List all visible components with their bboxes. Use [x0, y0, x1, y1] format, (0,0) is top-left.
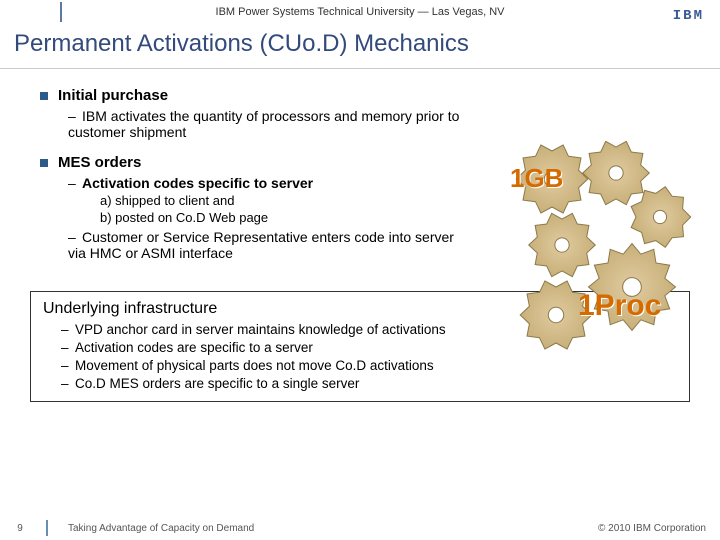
square-bullet-icon	[40, 159, 48, 167]
bullet-title: Initial purchase	[58, 87, 168, 104]
footer-title: Taking Advantage of Capacity on Demand	[68, 523, 598, 534]
underlying-item: –Activation codes are specific to a serv…	[43, 340, 677, 355]
sub-item: –Activation codes specific to server	[40, 175, 460, 191]
bullet-title: MES orders	[58, 154, 141, 171]
underlying-title: Underlying infrastructure	[43, 300, 677, 318]
slide-title: Permanent Activations (CUo.D) Mechanics	[0, 24, 720, 69]
underlying-box: Underlying infrastructure –VPD anchor ca…	[30, 291, 690, 402]
footer-accent-bar	[46, 520, 48, 536]
underlying-item: –VPD anchor card in server maintains kno…	[43, 322, 677, 337]
header-text: IBM Power Systems Technical University —…	[216, 6, 505, 18]
square-bullet-icon	[40, 92, 48, 100]
sub-item: –IBM activates the quantity of processor…	[40, 108, 460, 140]
page-number: 9	[0, 523, 40, 534]
alpha-item: b) posted on Co.D Web page	[40, 210, 700, 225]
slide-footer: 9 Taking Advantage of Capacity on Demand…	[0, 516, 720, 540]
copyright: © 2010 IBM Corporation	[598, 523, 720, 534]
slide-header: IBM Power Systems Technical University —…	[0, 0, 720, 24]
underlying-item: –Co.D MES orders are specific to a singl…	[43, 376, 677, 391]
ibm-logo: IBM	[673, 4, 704, 28]
sub-item: –Customer or Service Representative ente…	[40, 229, 460, 261]
header-accent-bar	[60, 2, 62, 22]
slide-content: Initial purchase –IBM activates the quant…	[0, 69, 720, 277]
alpha-item: a) shipped to client and	[40, 193, 700, 208]
underlying-item: –Movement of physical parts does not mov…	[43, 358, 677, 373]
bullet-item: Initial purchase	[40, 87, 700, 104]
bullet-item: MES orders	[40, 154, 700, 171]
